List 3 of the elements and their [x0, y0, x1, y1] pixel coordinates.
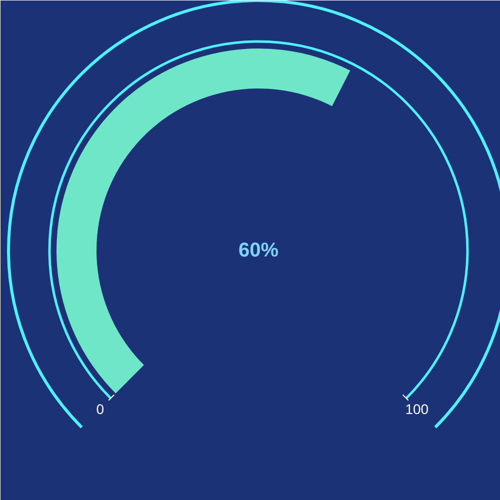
- data-label: 60%: [238, 240, 279, 262]
- text: 0: [96, 400, 104, 417]
- text: 100: [405, 400, 429, 417]
